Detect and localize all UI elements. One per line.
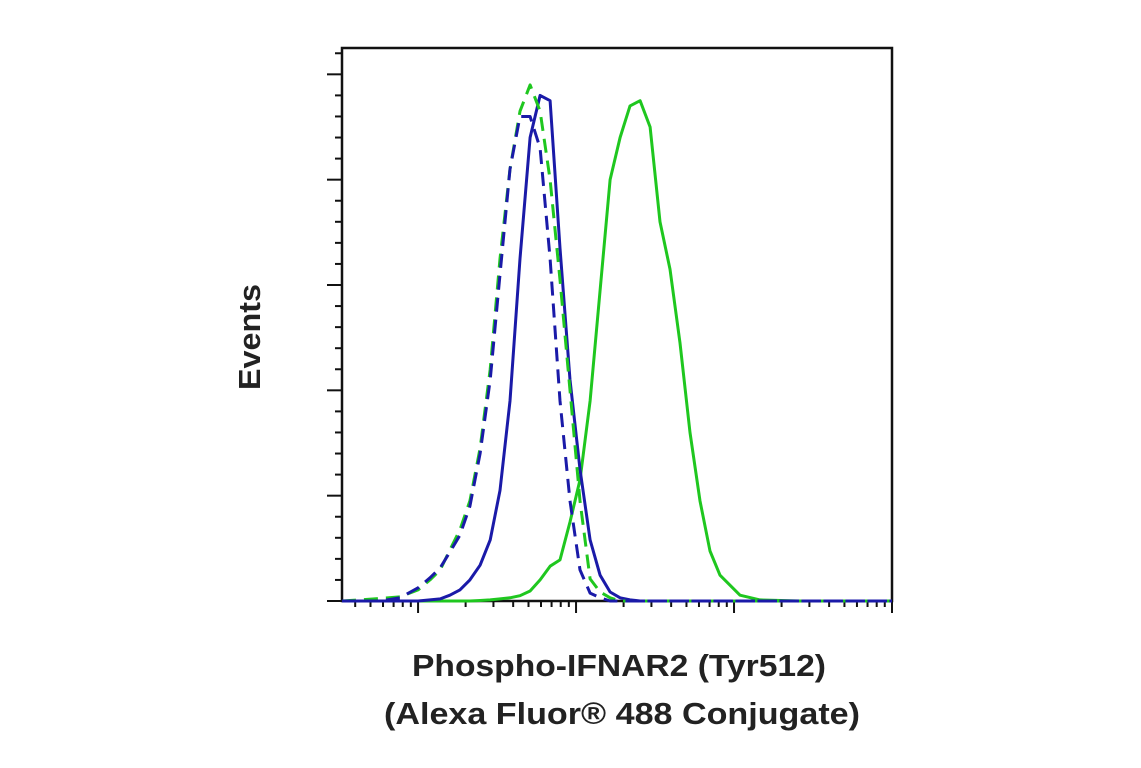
x-axis-label: Phospho-IFNAR2 (Tyr512)	[412, 648, 826, 683]
histogram-line	[342, 99, 892, 603]
x-axis-label: (Alexa Fluor® 488 Conjugate)	[384, 696, 860, 731]
y-axis-label: Events	[232, 284, 267, 390]
dashed-histogram-line	[341, 83, 892, 603]
histogram-line	[342, 93, 892, 603]
dashed-histogram-line	[342, 115, 892, 603]
plot-frame	[340, 46, 894, 603]
